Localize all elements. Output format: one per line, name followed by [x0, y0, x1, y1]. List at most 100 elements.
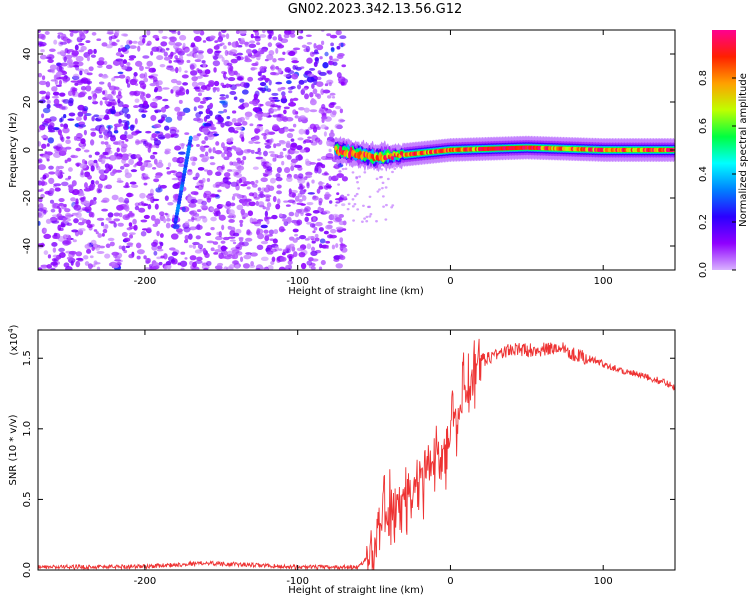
spectrogram-cell — [40, 49, 45, 53]
spectrogram-cell — [297, 177, 306, 184]
spectrogram-cell — [162, 98, 169, 102]
spectrogram-cell — [244, 55, 249, 61]
spectrogram-cell — [146, 227, 152, 232]
spectrogram-cell — [312, 230, 316, 234]
spectrogram-cell — [232, 232, 240, 237]
spectrogram-cell — [149, 154, 156, 160]
spectrogram-cell — [276, 190, 282, 195]
spectrogram-cell — [321, 172, 330, 176]
spectrogram-cell — [298, 251, 306, 258]
spectrogram-cell — [139, 192, 146, 199]
spectrogram-cell — [89, 255, 94, 259]
spectrogram-cell — [105, 108, 110, 115]
spectrogram-cell — [80, 170, 84, 176]
spectrogram-cell — [288, 192, 297, 198]
spectrogram-cell — [64, 208, 71, 213]
spectrogram-cell — [71, 189, 80, 196]
spectrogram-cell — [68, 250, 77, 255]
spectrogram-cell — [139, 65, 144, 71]
spectrogram-cell — [328, 200, 333, 204]
spectrogram-cell — [80, 45, 87, 51]
spectrogram-cell — [335, 105, 342, 110]
spectrogram-cell — [151, 241, 158, 247]
spectrogram-cell — [381, 181, 385, 185]
spectrogram-cell — [272, 157, 276, 162]
spectrogram-cell — [75, 211, 82, 219]
spectrogram-cell — [78, 124, 86, 128]
spectrogram-cell — [320, 40, 325, 46]
spectrogram-cell — [272, 58, 277, 63]
spectrogram-cell — [334, 215, 338, 218]
spectrogram-cell — [229, 202, 236, 207]
spectrogram-cell — [87, 174, 92, 180]
spectrogram-cell — [246, 186, 251, 190]
spectrogram-cell — [289, 33, 296, 38]
spectrogram-cell — [114, 30, 120, 36]
spectrogram-cell — [65, 146, 72, 150]
spectrogram-cell — [184, 70, 188, 73]
spectrogram-cell — [303, 79, 308, 83]
spectrogram-cell — [146, 198, 155, 201]
spectrogram-cell — [51, 95, 60, 99]
spectrogram-cell — [164, 195, 169, 201]
spectrogram-cell — [167, 202, 174, 206]
spectrogram-cell — [172, 172, 181, 176]
spectrogram-cell — [272, 195, 277, 203]
snr-ylabel: SNR (10 * v/v) — [8, 414, 19, 485]
spectrogram-cell — [322, 210, 331, 215]
spectrogram-cell — [118, 74, 126, 79]
spectrogram-cell — [38, 60, 42, 64]
spectrogram-cell — [215, 210, 221, 217]
spectrogram-cell — [138, 202, 144, 206]
spectrogram-cell — [277, 114, 282, 117]
spectrogram-cell — [252, 107, 260, 113]
spectrogram-cell — [77, 111, 84, 117]
spectrogram-cell — [102, 228, 108, 234]
spectrogram-cell — [290, 158, 298, 164]
spectrogram-cell — [135, 129, 140, 135]
spectrogram-cell — [271, 214, 278, 220]
spectrogram-cell — [43, 233, 52, 240]
spectrogram-cell — [153, 139, 162, 146]
spectrogram-cell — [376, 190, 380, 193]
spectrogram-cell — [198, 111, 203, 115]
spectrogram-cell — [120, 165, 125, 170]
spectrogram-cell — [245, 237, 253, 242]
spectrogram-cell — [113, 218, 121, 222]
spectrogram-cell — [318, 109, 325, 114]
spectrogram-cell — [265, 162, 272, 167]
spectrogram-cell — [225, 94, 229, 99]
spectrogram-cell — [169, 128, 177, 135]
spectrogram-cell — [193, 35, 202, 42]
spectrogram-cell — [247, 76, 254, 82]
spectrogram-cell — [353, 202, 357, 206]
snr-panel: -200 -100 0 100 0.0 0.5 1.0 1.5 Height of strai… — [7, 324, 676, 596]
spectrogram-cell — [283, 74, 291, 78]
spectrogram-cell — [94, 151, 100, 156]
spectrogram-cell — [328, 82, 332, 87]
spectrogram-cell — [222, 177, 229, 184]
spectrogram-cell — [202, 155, 210, 161]
spectrogram-cell — [117, 71, 124, 75]
spectrogram-cell — [45, 91, 51, 97]
spectrogram-cell — [299, 234, 307, 240]
spectrogram-cell — [260, 240, 269, 245]
spectrogram-cell — [71, 180, 77, 187]
spectrogram-cell — [138, 207, 146, 213]
spectrogram-cell — [295, 209, 303, 213]
spectrogram-cell — [262, 112, 269, 117]
spectrogram-cell — [161, 36, 168, 40]
spectrogram-cell — [166, 167, 170, 170]
spectrogram-cell — [156, 248, 164, 252]
spectrogram-cell — [143, 77, 149, 83]
spectrogram-cell — [281, 160, 285, 166]
spectrogram-cell — [149, 83, 157, 87]
spectrogram-cell — [217, 262, 224, 267]
spectrogram-cell — [85, 40, 91, 43]
spectrogram-cell — [205, 114, 211, 120]
spectrogram-cell — [217, 244, 221, 250]
spectrogram-cell — [74, 44, 79, 51]
spectrogram-cell — [259, 34, 267, 38]
spectrogram-cell — [203, 145, 210, 148]
spectrogram-cell — [113, 222, 117, 228]
